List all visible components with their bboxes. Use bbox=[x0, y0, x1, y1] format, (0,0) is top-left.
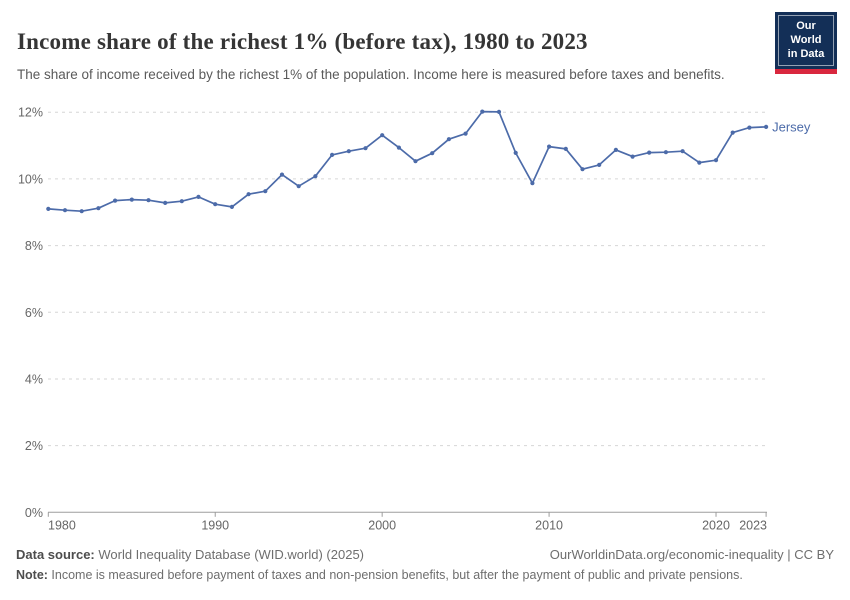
x-tick-label-2000: 2000 bbox=[368, 518, 396, 532]
owid-logo-text: Our World in Data bbox=[778, 15, 834, 67]
data-point-jersey-2016[interactable] bbox=[647, 150, 652, 155]
data-point-jersey-2008[interactable] bbox=[513, 150, 518, 155]
data-point-jersey-1990[interactable] bbox=[213, 202, 218, 207]
data-point-jersey-2021[interactable] bbox=[730, 130, 735, 135]
x-tick-label-1990: 1990 bbox=[201, 518, 229, 532]
footer-source-row: Data source: World Inequality Database (… bbox=[16, 547, 834, 562]
data-point-jersey-1999[interactable] bbox=[363, 146, 368, 151]
data-point-jersey-1989[interactable] bbox=[196, 194, 201, 199]
owid-logo[interactable]: Our World in Data bbox=[775, 12, 837, 75]
data-point-jersey-1992[interactable] bbox=[246, 192, 251, 197]
data-point-jersey-1986[interactable] bbox=[146, 198, 151, 203]
data-point-jersey-2017[interactable] bbox=[663, 150, 669, 155]
x-tick-label-2023: 2023 bbox=[739, 518, 767, 532]
data-point-jersey-1980[interactable] bbox=[46, 206, 51, 211]
data-point-jersey-2020[interactable] bbox=[713, 158, 719, 163]
data-point-jersey-1983[interactable] bbox=[96, 206, 101, 211]
chart-title: Income share of the richest 1% (before t… bbox=[17, 29, 588, 55]
data-point-jersey-1982[interactable] bbox=[79, 209, 84, 214]
data-point-jersey-2003[interactable] bbox=[430, 151, 435, 156]
data-point-jersey-2014[interactable] bbox=[613, 147, 619, 152]
y-tick-label-6pct: 6% bbox=[25, 306, 43, 320]
x-tick-label-2020: 2020 bbox=[702, 518, 730, 532]
data-point-jersey-1998[interactable] bbox=[346, 149, 351, 154]
data-point-jersey-1987[interactable] bbox=[163, 200, 168, 205]
data-point-jersey-2019[interactable] bbox=[697, 160, 702, 165]
data-point-jersey-2006[interactable] bbox=[480, 109, 485, 114]
data-point-jersey-2004[interactable] bbox=[446, 137, 451, 142]
data-point-jersey-2010[interactable] bbox=[547, 144, 552, 149]
data-point-jersey-2007[interactable] bbox=[496, 109, 502, 114]
data-point-jersey-2023[interactable] bbox=[764, 124, 769, 129]
data-point-jersey-2005[interactable] bbox=[463, 131, 468, 136]
y-tick-label-0pct: 0% bbox=[25, 506, 43, 520]
data-point-jersey-1991[interactable] bbox=[229, 204, 234, 209]
data-point-jersey-2000[interactable] bbox=[380, 133, 385, 138]
data-point-jersey-1985[interactable] bbox=[129, 197, 134, 202]
owid-logo-line1: Our World bbox=[790, 20, 822, 46]
data-point-jersey-2011[interactable] bbox=[563, 146, 568, 151]
y-tick-label-4pct: 4% bbox=[25, 372, 43, 386]
chart-subtitle: The share of income received by the rich… bbox=[17, 66, 725, 82]
license-link[interactable]: OurWorldinData.org/economic-inequality |… bbox=[549, 547, 834, 562]
note-label: Note: bbox=[16, 568, 48, 582]
y-tick-label-8pct: 8% bbox=[25, 239, 43, 253]
data-point-jersey-2018[interactable] bbox=[680, 149, 685, 154]
x-tick-label-1980: 1980 bbox=[48, 518, 76, 532]
data-point-jersey-2012[interactable] bbox=[580, 167, 585, 172]
data-point-jersey-2022[interactable] bbox=[747, 125, 752, 130]
data-point-jersey-1994[interactable] bbox=[279, 172, 285, 177]
data-source: Data source: World Inequality Database (… bbox=[16, 547, 364, 562]
data-point-jersey-2001[interactable] bbox=[396, 145, 401, 150]
data-point-jersey-2002[interactable] bbox=[413, 159, 418, 164]
series-end-label-jersey[interactable]: Jersey bbox=[772, 119, 811, 134]
owid-logo-line2: in Data bbox=[787, 47, 825, 60]
data-source-label: Data source: bbox=[16, 547, 95, 562]
y-tick-label-12pct: 12% bbox=[18, 106, 43, 120]
note-text: Income is measured before payment of tax… bbox=[47, 568, 743, 582]
series-line-jersey[interactable] bbox=[47, 110, 767, 213]
data-source-text: World Inequality Database (WID.world) (2… bbox=[94, 547, 365, 562]
y-tick-label-10pct: 10% bbox=[18, 172, 43, 186]
data-point-jersey-1997[interactable] bbox=[330, 152, 335, 157]
data-point-jersey-1988[interactable] bbox=[179, 199, 184, 204]
data-point-jersey-1996[interactable] bbox=[313, 174, 318, 179]
data-point-jersey-1981[interactable] bbox=[62, 208, 68, 213]
x-tick-label-2010: 2010 bbox=[535, 518, 563, 532]
data-point-jersey-1993[interactable] bbox=[263, 189, 268, 194]
footer-note-row: Note: Income is measured before payment … bbox=[16, 568, 834, 582]
data-point-jersey-2015[interactable] bbox=[630, 154, 635, 159]
data-point-jersey-1995[interactable] bbox=[296, 184, 301, 189]
y-tick-label-2pct: 2% bbox=[25, 439, 43, 453]
data-point-jersey-2013[interactable] bbox=[597, 162, 602, 167]
data-point-jersey-2009[interactable] bbox=[530, 181, 535, 186]
data-point-jersey-1984[interactable] bbox=[113, 198, 118, 203]
